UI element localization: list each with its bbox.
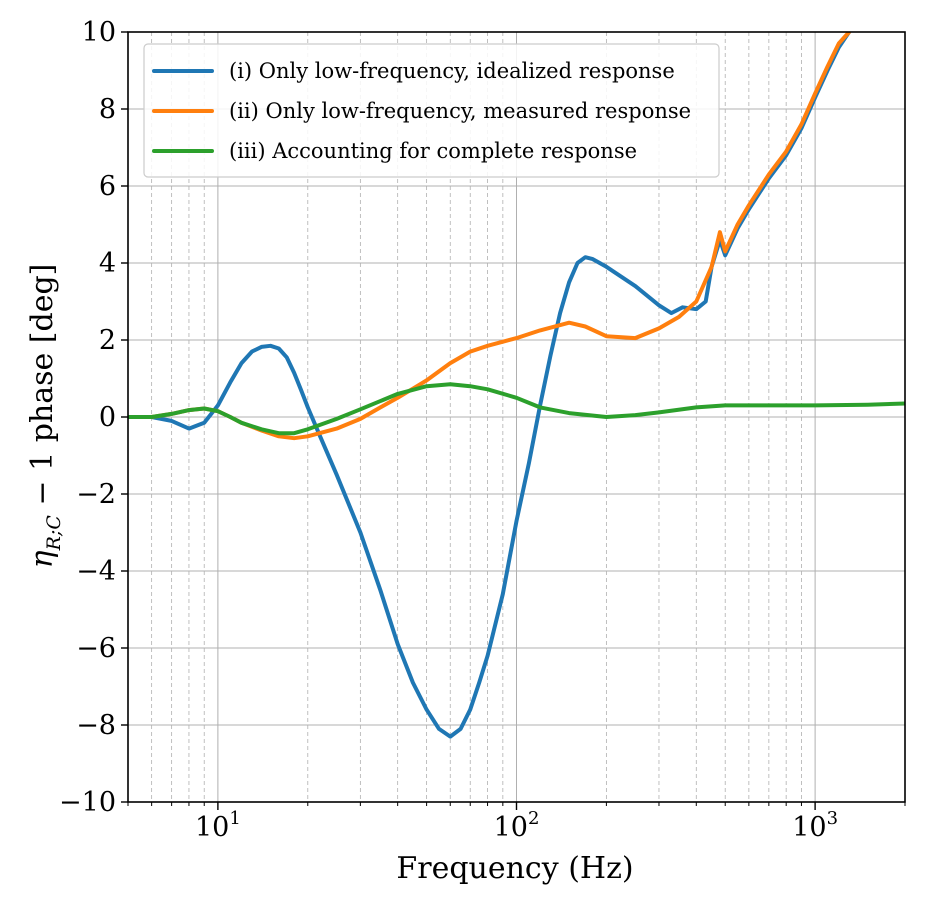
x-tick-label-base: 10 (494, 812, 528, 843)
series-line-complete (128, 382, 905, 436)
legend-box (143, 43, 720, 178)
legend-label-complete: (iii) Accounting for complete response (229, 139, 637, 163)
x-axis-label: Frequency (Hz) (396, 851, 633, 886)
y-tick-label: 0 (99, 402, 116, 433)
legend-label-idealized: (i) Only low-frequency, idealized respon… (229, 59, 675, 83)
legend-label-measured: (ii) Only low-frequency, measured respon… (229, 99, 691, 123)
y-axis-label-rest: − 1 phase [deg] (25, 264, 60, 516)
y-tick-label: −10 (59, 787, 116, 818)
y-tick-label: −2 (76, 479, 116, 510)
x-tick-label: 102 (494, 808, 540, 843)
y-tick-label: 4 (99, 248, 116, 279)
y-tick-label: −6 (76, 633, 116, 664)
y-axis-label-subscript: R;C (43, 515, 65, 552)
y-tick-label: 10 (82, 17, 116, 48)
y-tick-label: −4 (76, 556, 116, 587)
y-tick-label: 2 (99, 325, 116, 356)
series-layer (128, 32, 905, 739)
y-axis-label: ηR;C − 1 phase [deg] (25, 264, 65, 569)
y-tick-label: 8 (99, 94, 116, 125)
x-tick-label-base: 10 (792, 812, 826, 843)
x-tick-label-base: 10 (195, 812, 229, 843)
y-tick-label: 6 (99, 171, 116, 202)
x-tick-label-exponent: 1 (229, 808, 240, 829)
x-tick-label: 101 (195, 808, 241, 843)
x-tick-label-exponent: 3 (827, 808, 838, 829)
x-tick-label: 103 (792, 808, 838, 843)
x-tick-label-exponent: 2 (528, 808, 539, 829)
y-tick-label: −8 (76, 710, 116, 741)
y-axis-label-symbol: η (25, 550, 60, 568)
legend: (i) Only low-frequency, idealized respon… (143, 43, 720, 178)
